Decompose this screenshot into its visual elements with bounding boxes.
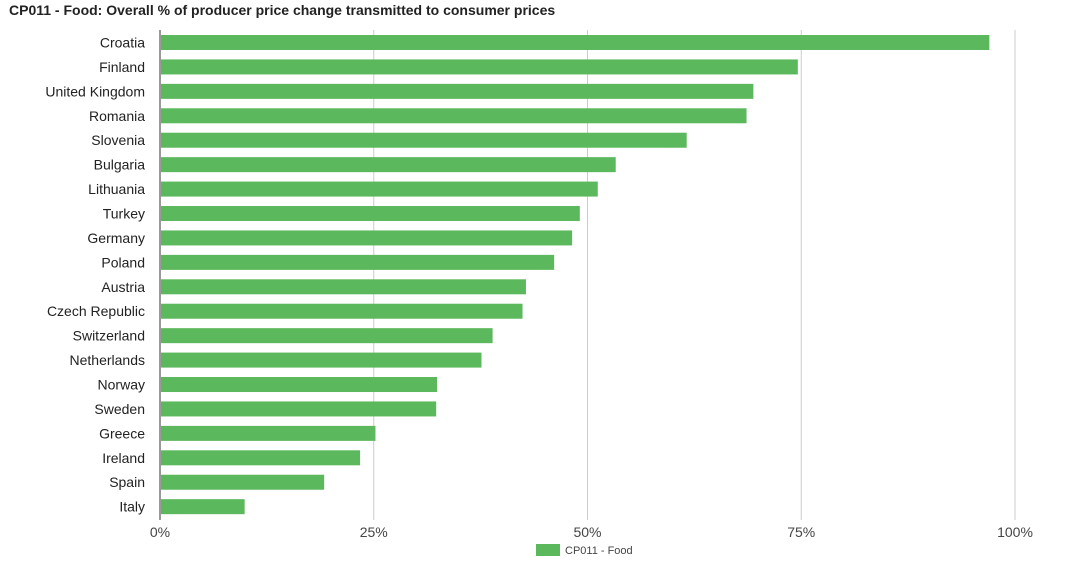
bar-italy[interactable] [161, 499, 245, 515]
category-label: Turkey [103, 206, 145, 222]
bar-turkey[interactable] [161, 206, 580, 222]
bar-lithuania[interactable] [161, 181, 598, 197]
bar-romania[interactable] [161, 108, 747, 124]
bar-croatia[interactable] [161, 35, 990, 50]
category-label: Sweden [94, 401, 145, 417]
category-label: Norway [98, 377, 145, 393]
category-label: Bulgaria [94, 157, 146, 173]
bar-norway[interactable] [161, 377, 438, 393]
bar-switzerland[interactable] [161, 328, 493, 344]
category-label: Czech Republic [47, 303, 145, 319]
bar-bulgaria[interactable] [161, 157, 616, 173]
bar-spain[interactable] [161, 474, 325, 490]
bar-poland[interactable] [161, 254, 555, 270]
category-label: Croatia [100, 35, 145, 51]
category-label: Romania [89, 108, 145, 124]
category-label: Lithuania [88, 181, 145, 197]
bar-greece[interactable] [161, 425, 376, 441]
bar-ireland[interactable] [161, 450, 361, 466]
bar-germany[interactable] [161, 230, 573, 246]
bar-czech-republic[interactable] [161, 303, 523, 319]
tick-label: 100% [997, 524, 1033, 540]
legend-label: CP011 - Food [565, 545, 633, 557]
category-label: Spain [109, 474, 145, 490]
bar-finland[interactable] [161, 59, 798, 75]
legend-swatch [536, 544, 560, 556]
category-label: Switzerland [73, 328, 145, 344]
category-label: Finland [99, 59, 145, 75]
bars [161, 35, 990, 515]
category-label: Netherlands [70, 352, 146, 368]
category-label: Greece [99, 425, 145, 441]
tick-label: 50% [573, 524, 601, 540]
category-label: Ireland [102, 450, 145, 466]
category-label: United Kingdom [45, 83, 145, 99]
gridlines [159, 30, 1016, 520]
category-label: Poland [101, 254, 145, 270]
legend: CP011 - Food [536, 544, 633, 557]
category-label: Austria [101, 279, 145, 295]
bar-sweden[interactable] [161, 401, 437, 417]
category-label: Germany [87, 230, 145, 246]
category-labels: Croatia Finland United Kingdom Romania Slove… [45, 35, 145, 515]
bar-united-kingdom[interactable] [161, 83, 754, 99]
category-label: Italy [119, 499, 145, 515]
tick-label: 25% [360, 524, 388, 540]
category-label: Slovenia [91, 132, 145, 148]
x-axis-ticks: 0% 25% 50% 75% 100% [150, 524, 1033, 540]
bar-slovenia[interactable] [161, 132, 687, 148]
chart-title: CP011 - Food: Overall % of producer pric… [9, 2, 556, 18]
bar-netherlands[interactable] [161, 352, 482, 368]
tick-label: 0% [150, 524, 170, 540]
tick-label: 75% [787, 524, 815, 540]
bar-austria[interactable] [161, 279, 526, 295]
